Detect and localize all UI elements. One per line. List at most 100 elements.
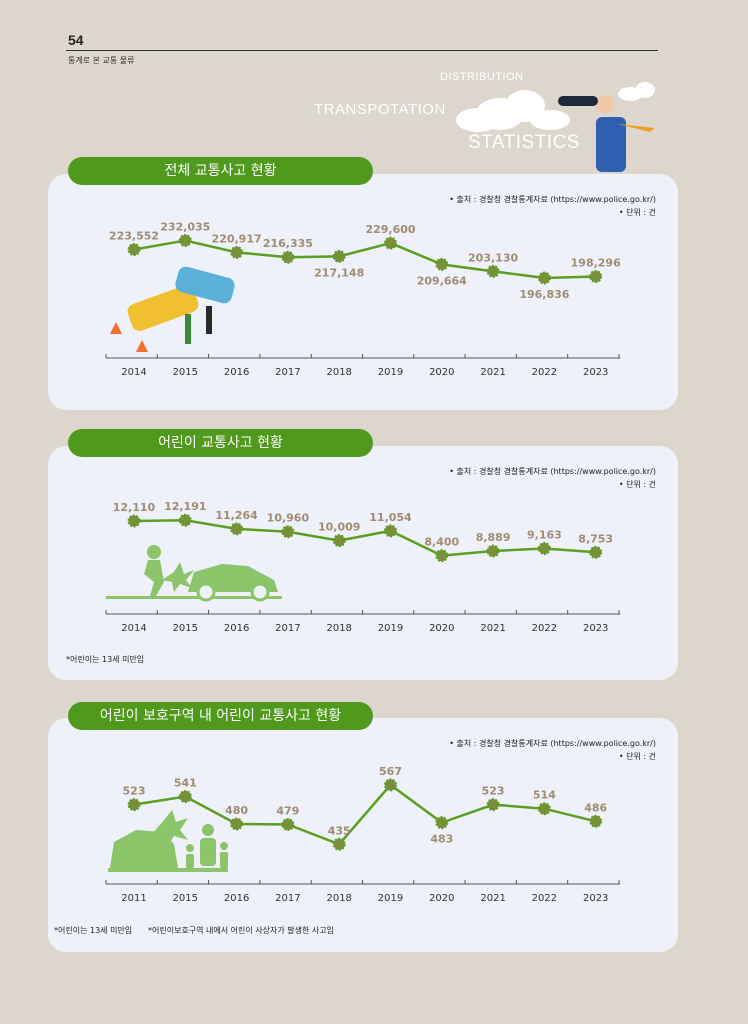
data-label: 12,191 — [164, 500, 206, 513]
data-point — [589, 269, 603, 283]
x-tick-label: 2020 — [429, 893, 454, 904]
data-point — [230, 817, 244, 831]
data-label: 223,552 — [109, 230, 159, 243]
deco-word-statistics: STATISTICS — [468, 132, 580, 153]
data-point — [178, 233, 192, 247]
section-title-school-zone: 어린이 보호구역 내 어린이 교통사고 현황 — [68, 702, 373, 730]
data-point — [589, 814, 603, 828]
data-point — [230, 522, 244, 536]
x-tick-label: 2021 — [480, 623, 505, 634]
data-label: 523 — [482, 785, 505, 798]
header-rule — [66, 50, 658, 51]
data-label: 12,110 — [113, 501, 156, 514]
unit-text: • 단위 : 건 — [618, 208, 656, 217]
unit-text: • 단위 : 건 — [618, 752, 656, 761]
data-label: 9,163 — [527, 528, 562, 541]
data-label: 229,600 — [365, 223, 415, 236]
data-label: 8,889 — [476, 531, 511, 544]
data-point — [332, 837, 346, 851]
x-tick-label: 2018 — [326, 623, 351, 634]
data-label: 11,054 — [369, 511, 412, 524]
x-tick-label: 2020 — [429, 367, 454, 378]
data-label: 220,917 — [212, 232, 262, 245]
data-point — [589, 545, 603, 559]
data-label: 10,960 — [267, 512, 310, 525]
data-point — [178, 790, 192, 804]
x-tick-label: 2022 — [532, 893, 557, 904]
data-point — [332, 534, 346, 548]
x-tick-label: 2017 — [275, 893, 300, 904]
x-tick-label: 2017 — [275, 623, 300, 634]
binoculars-icon — [558, 96, 598, 106]
chart-school-zone-accidents: 2011 2015 2016 2017 2018 2019 2020 2021 2022 2023… — [105, 765, 620, 904]
data-point — [281, 250, 295, 264]
data-point — [537, 802, 551, 816]
source-text: • 출처 : 경찰청 경찰통계자료 (https://www.police.go… — [449, 467, 656, 476]
data-label: 11,264 — [215, 509, 258, 522]
series-line — [133, 783, 596, 846]
data-point — [537, 541, 551, 555]
data-point — [127, 798, 141, 812]
child-car-illustration — [106, 545, 282, 602]
unit-text: • 단위 : 건 — [618, 480, 656, 489]
chart-child-accidents: 2014 2015 2016 2017 2018 2019 2020 2021 2022 2023… — [105, 500, 620, 634]
chart-2-plot: 523 541 480 479 435 567 483 523 514 486 — [123, 765, 608, 851]
x-tick-label: 2017 — [275, 367, 300, 378]
chart-1-plot: 12,110 12,191 11,264 10,960 10,009 11,054 8,40… — [113, 500, 613, 563]
data-point — [486, 798, 500, 812]
page-subtitle: 통계로 본 교통 물류 — [68, 56, 135, 65]
chart-2-axis: 2011 2015 2016 2017 2018 2019 2020 2021 2022 2023 — [105, 880, 620, 904]
source-text: • 출처 : 경찰청 경찰통계자료 (https://www.police.go… — [449, 195, 656, 204]
x-tick-label: 2018 — [326, 367, 351, 378]
x-tick-label: 2014 — [121, 367, 146, 378]
header-illustration: DISTRIBUTION TRANSPOTATION STATISTICS — [300, 62, 680, 182]
x-tick-label: 2019 — [378, 893, 403, 904]
data-point — [537, 271, 551, 285]
x-tick-label: 2016 — [224, 893, 249, 904]
data-label: 198,296 — [571, 256, 621, 269]
source-text: • 출처 : 경찰청 경찰통계자료 (https://www.police.go… — [449, 739, 656, 748]
data-point — [435, 257, 449, 271]
data-point — [281, 817, 295, 831]
note-child-age: *어린이는 13세 미만임 — [54, 926, 133, 935]
x-tick-label: 2016 — [224, 367, 249, 378]
data-label: 10,009 — [318, 521, 360, 534]
note-school-zone-definition: *어린이보호구역 내에서 어린이 사상자가 발생한 사고임 — [148, 926, 334, 935]
chart-0-axis: 2014 2015 2016 2017 2018 2019 2020 2021 2022 2023 — [105, 354, 620, 378]
data-label: 567 — [379, 765, 402, 778]
data-point — [384, 778, 397, 792]
data-point — [384, 524, 397, 538]
x-tick-label: 2019 — [378, 623, 403, 634]
data-label: 514 — [533, 789, 556, 802]
data-point — [127, 514, 141, 528]
note-child-age: *어린이는 13세 미만임 — [66, 655, 145, 664]
deco-word-distribution: DISTRIBUTION — [440, 71, 524, 83]
data-label: 203,130 — [468, 251, 518, 264]
data-label: 486 — [584, 801, 607, 814]
section-child-accidents: • 출처 : 경찰청 경찰통계자료 (https://www.police.go… — [48, 446, 678, 680]
x-tick-label: 2022 — [532, 623, 557, 634]
data-point — [435, 549, 449, 563]
data-label: 232,035 — [160, 220, 210, 233]
data-label: 479 — [276, 804, 299, 817]
chart-1-axis: 2014 2015 2016 2017 2018 2019 2020 2021 2022 2023 — [105, 610, 620, 634]
person-figure — [596, 117, 626, 172]
data-point — [486, 264, 500, 278]
data-point — [384, 236, 397, 250]
data-point — [230, 245, 244, 259]
x-tick-label: 2022 — [532, 367, 557, 378]
data-label: 216,335 — [263, 237, 313, 250]
section-title-children: 어린이 교통사고 현황 — [68, 429, 373, 457]
section-title-total: 전체 교통사고 현황 — [68, 157, 373, 185]
x-tick-label: 2021 — [480, 367, 505, 378]
data-point — [486, 544, 500, 558]
section-school-zone-accidents: • 출처 : 경찰청 경찰통계자료 (https://www.police.go… — [48, 718, 678, 952]
x-tick-label: 2023 — [583, 623, 608, 634]
series-line — [133, 239, 596, 280]
data-label: 435 — [328, 824, 351, 837]
data-label: 8,753 — [578, 532, 613, 545]
data-point — [178, 513, 192, 527]
x-tick-label: 2018 — [326, 893, 351, 904]
x-tick-label: 2015 — [173, 623, 198, 634]
